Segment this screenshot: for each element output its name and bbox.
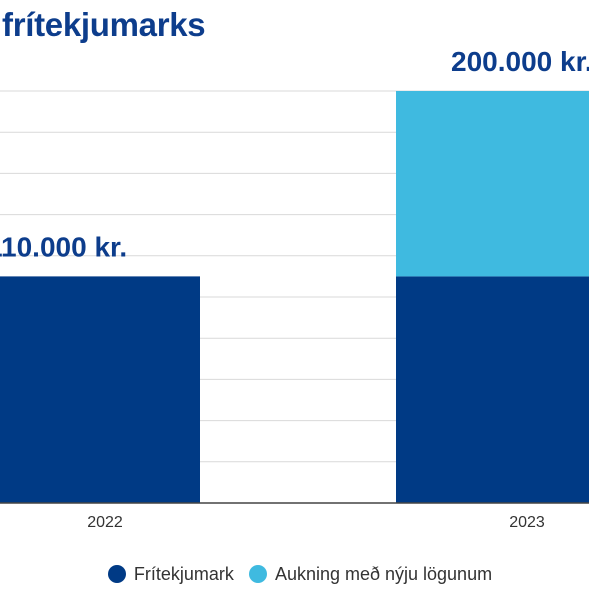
legend-item-aukning[interactable]: Aukning með nýju lögunum	[248, 563, 493, 585]
legend-label-fritekjumark: Frítekjumark	[133, 563, 234, 584]
legend-label-aukning: Aukning með nýju lögunum	[274, 563, 493, 584]
bar-2023-series-1	[396, 91, 589, 277]
total-label-2023: 200.000 kr.	[451, 46, 589, 77]
legend-item-fritekjumark[interactable]: Frítekjumark	[107, 563, 234, 585]
bars	[0, 91, 589, 503]
x-axis-ticks: 2022 2023	[87, 514, 545, 531]
total-labels: 110.000 kr. 200.000 kr.	[0, 46, 589, 262]
x-tick-label-2023: 2023	[509, 514, 545, 531]
bar-2023-series-0	[396, 276, 589, 503]
legend-swatch-fritekjumark	[107, 565, 126, 583]
legend: Frítekjumark Aukning með nýju lögunum	[0, 563, 589, 585]
chart-title: frítekjumarks	[2, 6, 206, 43]
legend-swatch-aukning	[248, 565, 267, 583]
x-tick-label-2022: 2022	[87, 514, 123, 531]
bar-2022-series-0	[0, 276, 200, 503]
total-label-2022: 110.000 kr.	[0, 231, 127, 262]
